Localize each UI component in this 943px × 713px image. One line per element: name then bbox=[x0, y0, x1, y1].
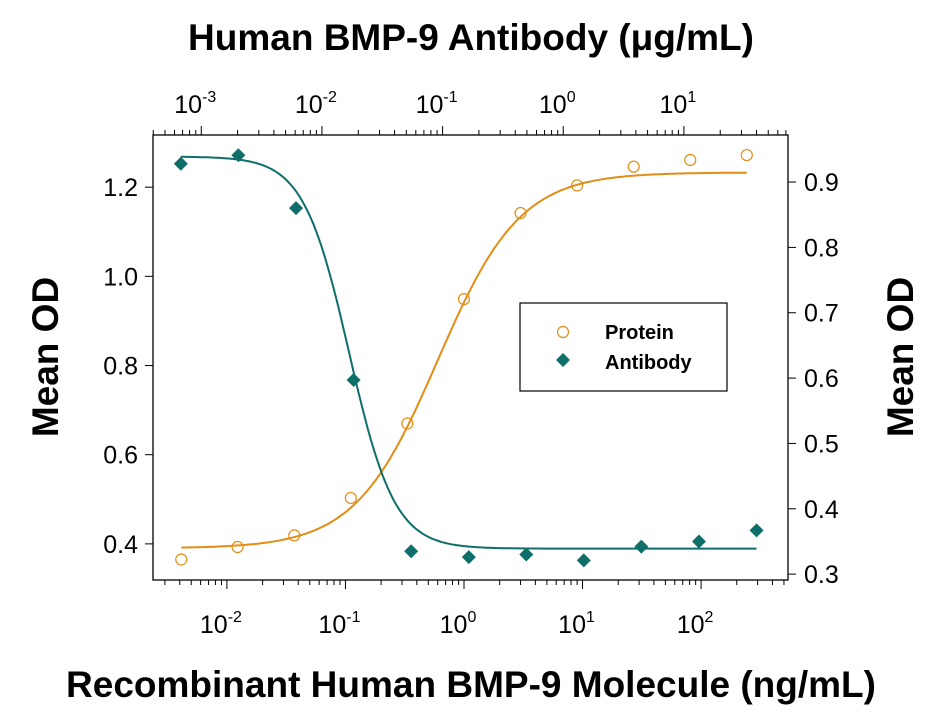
legend-box bbox=[519, 302, 728, 392]
top-axis-tick-label: 10-1 bbox=[416, 89, 458, 119]
antibody-data-point bbox=[634, 539, 649, 554]
protein-data-point bbox=[627, 160, 640, 173]
right-axis-tick-label: 0.9 bbox=[804, 169, 839, 197]
antibody-fit-curve bbox=[180, 155, 757, 550]
right-axis-tick-label: 0.7 bbox=[804, 300, 839, 328]
right-axis-tick-label: 0.5 bbox=[804, 430, 839, 458]
protein-data-point bbox=[231, 540, 244, 554]
left-axis-tick-label: 0.8 bbox=[103, 353, 138, 381]
top-axis-tick-label: 101 bbox=[660, 89, 697, 119]
top-axis-tick-label: 10-2 bbox=[295, 89, 337, 119]
bottom-axis-tick-label: 100 bbox=[440, 609, 477, 639]
protein-data-point bbox=[457, 292, 471, 306]
left-axis-tick-label: 1.2 bbox=[103, 174, 138, 202]
antibody-data-point bbox=[519, 547, 534, 562]
bottom-axis-tick-label: 10-2 bbox=[200, 609, 242, 639]
bottom-axis-tick-label: 101 bbox=[558, 609, 595, 639]
bottom-axis-tick-label: 102 bbox=[677, 609, 714, 639]
left-axis-tick-label: 1.0 bbox=[103, 263, 138, 291]
plot-area-frame bbox=[152, 134, 789, 581]
antibody-data-point bbox=[691, 534, 706, 549]
bottom-axis-tick-label: 10-1 bbox=[318, 609, 360, 639]
antibody-data-point bbox=[346, 373, 361, 388]
protein-data-point bbox=[344, 491, 357, 505]
protein-fit-curve bbox=[181, 171, 747, 549]
legend-label-protein: Protein bbox=[605, 322, 674, 344]
right-axis-tick-label: 0.6 bbox=[804, 365, 839, 393]
antibody-data-point bbox=[173, 156, 188, 171]
left-axis-tick-label: 0.6 bbox=[103, 442, 138, 470]
left-axis-tick-label: 0.4 bbox=[103, 531, 138, 559]
antibody-data-point bbox=[289, 201, 304, 216]
y-axis-title-left: Mean OD bbox=[25, 277, 66, 437]
protein-data-point bbox=[740, 148, 753, 162]
protein-data-point bbox=[288, 529, 301, 542]
right-axis-tick-label: 0.3 bbox=[804, 561, 839, 589]
top-axis-title: Human BMP-9 Antibody (μg/mL) bbox=[188, 17, 754, 58]
top-axis-tick-label: 10-3 bbox=[174, 89, 216, 119]
antibody-data-point bbox=[231, 148, 246, 163]
protein-data-point bbox=[401, 417, 414, 430]
top-axis-tick-label: 100 bbox=[539, 89, 576, 119]
protein-data-point bbox=[175, 553, 188, 566]
legend-marker-antibody bbox=[556, 353, 570, 367]
x-axis-title: Recombinant Human BMP-9 Molecule (ng/mL) bbox=[66, 664, 876, 705]
legend-marker-protein bbox=[556, 325, 570, 339]
protein-data-point bbox=[684, 153, 697, 167]
antibody-data-point bbox=[461, 550, 476, 565]
y-axis-title-right: Mean OD bbox=[880, 277, 921, 437]
right-axis-tick-label: 0.8 bbox=[804, 234, 839, 262]
protein-data-point bbox=[514, 206, 527, 220]
antibody-data-point bbox=[576, 553, 591, 568]
right-axis-tick-label: 0.4 bbox=[804, 496, 839, 524]
antibody-data-point bbox=[749, 523, 764, 538]
legend-label-antibody: Antibody bbox=[605, 352, 693, 374]
legend: Protein Antibody bbox=[519, 302, 728, 392]
protein-data-point bbox=[571, 179, 584, 192]
antibody-data-point bbox=[404, 544, 419, 559]
